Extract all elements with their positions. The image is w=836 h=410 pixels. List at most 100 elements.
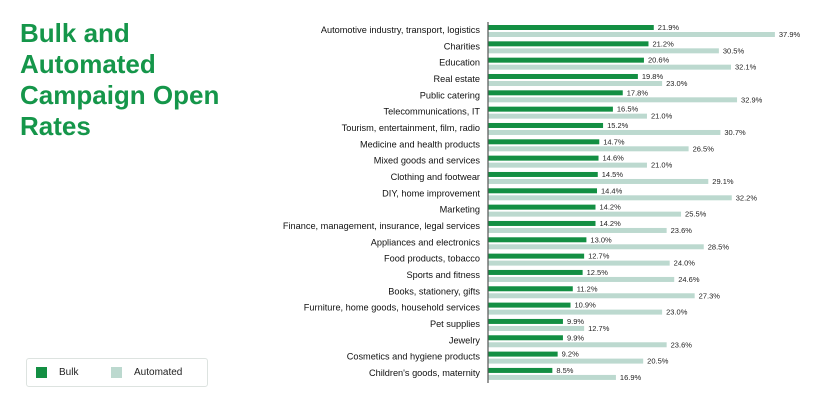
category-label: Education (439, 58, 480, 68)
bulk-bar (488, 286, 573, 292)
bulk-bar (488, 269, 583, 275)
bulk-value-label: 15.2% (607, 121, 629, 130)
legend: Bulk Automated (26, 358, 208, 387)
automated-value-label: 21.0% (651, 161, 673, 170)
category-label: Jewelry (449, 335, 481, 345)
bulk-bar (488, 220, 596, 226)
category-label: Sports and fitness (406, 270, 480, 280)
automated-bar (488, 374, 616, 380)
automated-value-label: 32.2% (736, 193, 758, 202)
chart-title: Bulk and Automated Campaign Open Rates (20, 18, 220, 141)
bulk-value-label: 14.6% (603, 154, 625, 163)
bulk-bar (488, 318, 563, 324)
automated-value-label: 23.6% (671, 340, 693, 349)
automated-bar (488, 276, 675, 282)
bulk-bar (488, 253, 585, 259)
legend-label-automated: Automated (134, 367, 183, 378)
automated-bar (488, 309, 663, 315)
category-label: Mixed goods and services (374, 156, 481, 166)
automated-value-label: 29.1% (712, 177, 734, 186)
legend-item-automated: Automated (111, 367, 182, 378)
category-label: Automotive industry, transport, logistic… (321, 25, 481, 35)
automated-value-label: 24.0% (674, 259, 696, 268)
automated-bar (488, 146, 689, 152)
automated-value-label: 28.5% (708, 242, 730, 251)
automated-bar (488, 178, 709, 184)
automated-bar (488, 32, 775, 37)
category-label: Clothing and footwear (391, 172, 480, 182)
automated-bar (488, 244, 704, 250)
automated-bar (488, 113, 647, 119)
bulk-bar (488, 171, 598, 177)
category-label: Food products, tobacco (384, 254, 480, 264)
automated-bar (488, 342, 667, 348)
automated-value-label: 21.0% (651, 112, 673, 121)
category-label: Furniture, home goods, household service… (304, 303, 481, 313)
bulk-value-label: 9.9% (567, 317, 584, 326)
category-label: Marketing (440, 205, 480, 215)
bulk-bar (488, 335, 563, 341)
automated-value-label: 30.7% (724, 128, 746, 137)
bulk-bar (488, 57, 644, 63)
automated-value-label: 23.0% (666, 308, 688, 317)
bulk-bar (488, 122, 604, 128)
category-label: Tourism, entertainment, film, radio (342, 123, 480, 133)
bulk-value-label: 17.8% (627, 88, 649, 97)
bulk-value-label: 14.4% (601, 186, 623, 195)
bulk-swatch (36, 367, 47, 378)
bulk-bar (488, 302, 571, 308)
bulk-bar (488, 367, 553, 373)
legend-label-bulk: Bulk (59, 367, 79, 378)
automated-value-label: 23.6% (671, 226, 693, 235)
bulk-value-label: 16.5% (617, 105, 639, 114)
bulk-value-label: 20.6% (648, 56, 670, 65)
automated-bar (488, 64, 731, 70)
automated-value-label: 27.3% (699, 291, 721, 300)
bulk-value-label: 10.9% (575, 301, 597, 310)
bulk-value-label: 19.8% (642, 72, 664, 81)
bulk-bar (488, 155, 599, 161)
bulk-value-label: 12.7% (588, 252, 610, 261)
bulk-value-label: 13.0% (590, 235, 612, 244)
category-label: Real estate (434, 74, 480, 84)
category-label: Charities (444, 41, 481, 51)
automated-value-label: 26.5% (693, 144, 715, 153)
bulk-bar (488, 351, 558, 357)
category-label: Public catering (420, 90, 480, 100)
bulk-value-label: 14.2% (599, 203, 621, 212)
bulk-value-label: 9.2% (562, 350, 579, 359)
automated-bar (488, 211, 682, 217)
bulk-bar (488, 41, 649, 47)
bulk-bar (488, 139, 600, 145)
bulk-value-label: 11.2% (577, 284, 598, 293)
bulk-value-label: 8.5% (556, 366, 573, 375)
bulk-bar (488, 73, 638, 79)
category-label: Telecommunications, IT (383, 107, 480, 117)
category-label: Cosmetics and hygiene products (347, 352, 481, 362)
automated-value-label: 24.6% (678, 275, 700, 284)
automated-swatch (111, 367, 122, 378)
bulk-bar (488, 188, 598, 194)
bulk-bar (488, 90, 623, 96)
automated-bar (488, 80, 663, 86)
bulk-value-label: 9.9% (567, 333, 584, 342)
bulk-value-label: 14.5% (602, 170, 624, 179)
automated-value-label: 23.0% (666, 79, 688, 88)
bulk-bar (488, 237, 587, 243)
legend-item-bulk: Bulk (36, 367, 78, 378)
automated-bar (488, 227, 667, 233)
bulk-value-label: 14.7% (603, 137, 625, 146)
automated-value-label: 30.5% (723, 46, 745, 55)
automated-value-label: 32.1% (735, 63, 757, 72)
automated-bar (488, 358, 644, 364)
bulk-value-label: 21.2% (652, 39, 674, 48)
bulk-value-label: 14.2% (599, 219, 621, 228)
category-label: Medicine and health products (360, 139, 480, 149)
automated-bar (488, 129, 721, 135)
automated-bar (488, 293, 695, 299)
category-label: Appliances and electronics (371, 237, 481, 247)
category-label: Pet supplies (430, 319, 480, 329)
category-label: Books, stationery, gifts (388, 286, 480, 296)
bulk-bar (488, 25, 654, 30)
